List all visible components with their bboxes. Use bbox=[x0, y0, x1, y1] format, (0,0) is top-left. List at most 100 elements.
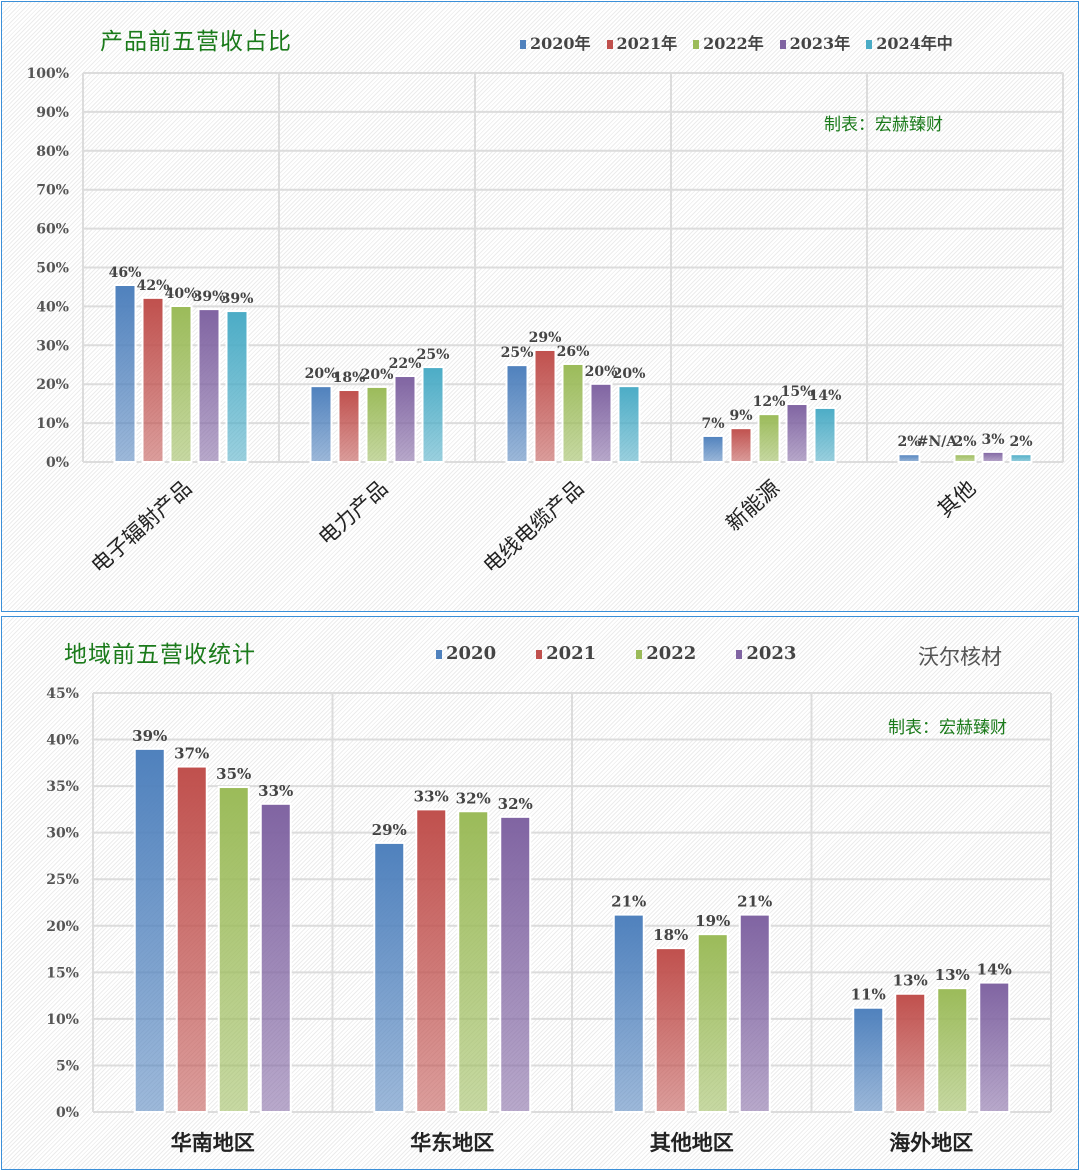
y-tick-label: 25% bbox=[46, 872, 79, 888]
data-label: 11% bbox=[851, 986, 886, 1004]
data-label: 42% bbox=[137, 278, 170, 294]
bar bbox=[589, 382, 613, 464]
bar bbox=[373, 841, 406, 1114]
y-tick-label: 0% bbox=[56, 1105, 79, 1121]
data-label: 15% bbox=[781, 384, 814, 400]
bar bbox=[729, 427, 753, 464]
data-label: 20% bbox=[305, 366, 338, 382]
y-tick-label: 15% bbox=[46, 965, 79, 981]
bar bbox=[141, 296, 165, 464]
data-label: 9% bbox=[729, 408, 752, 424]
bar bbox=[757, 413, 781, 464]
data-label: 29% bbox=[529, 330, 562, 346]
bar bbox=[499, 815, 532, 1114]
data-label: 3% bbox=[981, 432, 1004, 448]
y-tick-label: 30% bbox=[46, 826, 79, 842]
data-label: 32% bbox=[498, 795, 533, 813]
bar bbox=[617, 385, 641, 463]
data-label: 33% bbox=[414, 787, 449, 805]
legend-item: 2020年 bbox=[520, 30, 591, 54]
legend-label: 2023 bbox=[746, 643, 797, 664]
y-tick-label: 35% bbox=[46, 779, 79, 795]
data-label: 2% bbox=[897, 434, 920, 450]
data-label: 22% bbox=[389, 356, 422, 372]
legend: 2020 2021 2022 2023 bbox=[436, 643, 796, 664]
bar bbox=[133, 747, 166, 1113]
data-label: 46% bbox=[109, 265, 142, 281]
y-tick-label: 45% bbox=[46, 686, 79, 702]
bar bbox=[457, 810, 490, 1114]
legend-swatch bbox=[606, 40, 613, 49]
bar bbox=[701, 434, 725, 464]
region-revenue-chart-panel: 地域前五营收统计 沃尔核材 制表：宏赫臻财 2020 2021 2022 2023 0… bbox=[1, 616, 1079, 1170]
bar bbox=[696, 933, 729, 1113]
x-tick-label: 电子辐射产品 bbox=[87, 476, 197, 578]
x-tick-label: 华南地区 bbox=[171, 1131, 255, 1155]
x-tick-label: 海外地区 bbox=[889, 1131, 973, 1155]
y-tick-label: 40% bbox=[36, 299, 69, 315]
bar bbox=[533, 348, 557, 463]
data-label: 18% bbox=[653, 926, 688, 944]
data-label: 25% bbox=[501, 345, 534, 361]
y-tick-label: 30% bbox=[36, 338, 69, 354]
data-label: 40% bbox=[165, 286, 198, 302]
legend-item: 2021 bbox=[536, 643, 596, 664]
data-label: 2% bbox=[953, 434, 976, 450]
data-label: 26% bbox=[557, 344, 590, 360]
y-tick-label: 90% bbox=[36, 105, 69, 121]
chart-plot: 0%10%20%30%40%50%60%70%80%90%100%46%42%4… bbox=[26, 66, 1064, 578]
chart-plot: 0% 5% 10% 15% 20% 25% 30% 35% 40% 45% 39% 37% 35% 33%… bbox=[46, 686, 1052, 1155]
legend-swatch bbox=[520, 40, 526, 49]
data-label: 12% bbox=[753, 394, 786, 410]
legend-label: 2021 bbox=[546, 643, 597, 664]
legend-label: 2021年 bbox=[616, 34, 678, 53]
legend-item: 2023 bbox=[736, 643, 796, 664]
data-label: 14% bbox=[977, 961, 1012, 979]
bar bbox=[259, 802, 292, 1113]
data-label: 13% bbox=[893, 972, 928, 990]
bar bbox=[1009, 453, 1033, 464]
bar bbox=[393, 375, 417, 464]
data-label: 37% bbox=[174, 745, 209, 763]
credit-text: 制表：宏赫臻财 bbox=[824, 115, 943, 135]
y-tick-label: 10% bbox=[36, 416, 69, 432]
bar bbox=[785, 403, 809, 463]
bar bbox=[852, 1006, 885, 1113]
y-tick-label: 80% bbox=[36, 144, 69, 160]
bar bbox=[813, 406, 837, 463]
bar bbox=[894, 992, 927, 1114]
data-label: 14% bbox=[809, 388, 842, 404]
bar bbox=[953, 453, 977, 464]
bar bbox=[175, 765, 208, 1114]
legend-label: 2020 bbox=[446, 643, 497, 664]
legend-label: 2022 bbox=[646, 643, 697, 664]
x-tick-label: 电力产品 bbox=[314, 476, 392, 550]
chart-title: 产品前五营收占比 bbox=[100, 29, 292, 55]
x-tick-label: 电线电缆产品 bbox=[479, 476, 589, 578]
bar bbox=[612, 913, 645, 1113]
data-label: 7% bbox=[701, 416, 724, 432]
legend-label: 2023年 bbox=[789, 34, 851, 53]
legend-label: 2020年 bbox=[530, 34, 591, 53]
bar bbox=[309, 385, 333, 463]
bar bbox=[936, 987, 969, 1114]
y-tick-label: 20% bbox=[36, 377, 69, 393]
bar bbox=[505, 364, 529, 464]
data-label: 32% bbox=[456, 789, 491, 807]
legend-swatch bbox=[866, 40, 873, 49]
bar bbox=[113, 284, 137, 463]
bar bbox=[654, 947, 687, 1113]
x-tick-label: 其他地区 bbox=[650, 1131, 734, 1155]
bar bbox=[738, 913, 771, 1113]
legend-item: 2022年 bbox=[693, 30, 764, 54]
y-tick-label: 70% bbox=[36, 183, 69, 199]
bar bbox=[561, 362, 585, 463]
bar bbox=[421, 366, 445, 464]
y-tick-label: 0% bbox=[46, 455, 69, 471]
bar bbox=[365, 385, 389, 464]
legend-swatch bbox=[779, 40, 786, 49]
x-tick-label: 其他 bbox=[933, 476, 980, 522]
credit-text: 制表：宏赫臻财 bbox=[888, 718, 1007, 738]
y-tick-label: 50% bbox=[36, 261, 69, 277]
legend-swatch bbox=[636, 650, 643, 659]
